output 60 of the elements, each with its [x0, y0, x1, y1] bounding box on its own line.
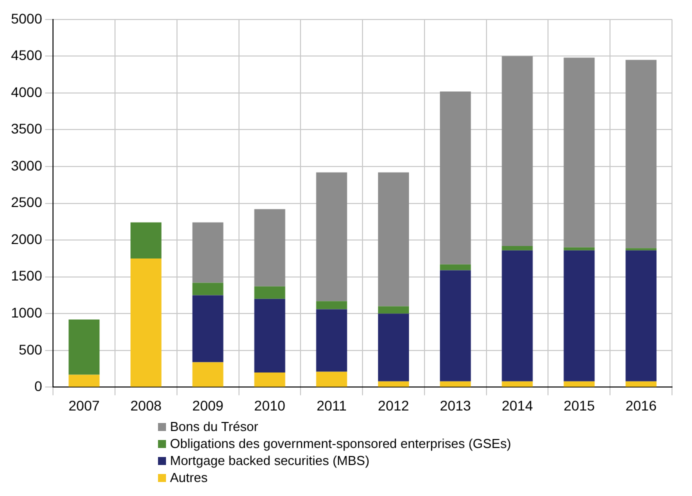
y-tick-label: 2000: [10, 230, 42, 247]
bar: [440, 91, 471, 264]
bar: [440, 264, 471, 270]
y-tick-label: 2500: [10, 194, 42, 210]
bar: [564, 250, 595, 382]
y-tick-label: 1000: [10, 304, 42, 320]
x-tick-label: 2014: [502, 397, 534, 414]
x-tick-label: 2016: [625, 397, 657, 414]
bar: [440, 381, 471, 387]
bar: [440, 270, 471, 382]
y-tick-label: 4500: [10, 47, 42, 64]
y-tick-label: 500: [18, 341, 42, 358]
y-tick-label: 3500: [10, 120, 42, 137]
bar: [564, 381, 595, 387]
y-tick-label: 5000: [10, 10, 42, 26]
y-tick-label: 0: [34, 378, 42, 394]
bar: [192, 282, 224, 296]
x-tick-label: 2015: [564, 397, 595, 414]
bar: [192, 295, 224, 362]
legend-label: Bons du Trésor: [170, 419, 258, 434]
bar: [626, 250, 657, 382]
bar: [316, 372, 348, 387]
x-tick-label: 2012: [378, 397, 410, 414]
legend-label: Obligations des government-sponsored enterprises (GSEs): [170, 436, 512, 451]
bar: [68, 374, 100, 387]
bar: [254, 372, 286, 387]
x-tick-label: 2011: [316, 397, 347, 414]
bar: [192, 222, 224, 283]
bar: [192, 362, 224, 387]
y-tick-label: 3000: [10, 157, 42, 174]
x-tick-label: 2008: [130, 397, 162, 414]
bar: [316, 172, 348, 302]
bar: [316, 301, 348, 310]
y-tick-label: 1500: [10, 268, 42, 284]
bar: [626, 381, 657, 387]
bar: [564, 247, 595, 250]
bar: [564, 58, 595, 248]
bar: [316, 309, 348, 372]
bar: [130, 222, 162, 258]
bar: [378, 314, 409, 382]
bar: [254, 209, 286, 286]
legend-label: Mortgage backed securities (MBS): [170, 453, 370, 468]
bar: [68, 320, 100, 375]
bar: [502, 56, 533, 246]
x-tick-label: 2010: [254, 397, 286, 414]
bar: [254, 298, 286, 372]
bar: [502, 246, 533, 250]
bar: [378, 381, 409, 387]
bar: [130, 258, 162, 387]
bar: [254, 286, 286, 299]
bar: [378, 306, 409, 314]
x-tick-label: 2007: [68, 397, 100, 414]
y-tick-label: 4000: [10, 84, 42, 100]
legend-label: Autres: [170, 470, 208, 485]
x-tick-label: 2013: [440, 397, 472, 414]
bar: [378, 172, 409, 306]
bar: [626, 60, 657, 248]
bar: [502, 250, 533, 382]
bar: [502, 381, 533, 387]
x-tick-label: 2009: [192, 397, 224, 414]
